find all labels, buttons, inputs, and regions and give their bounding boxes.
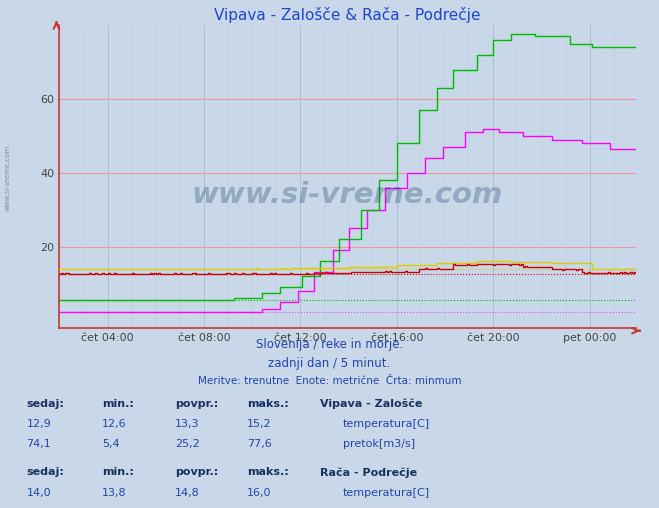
Text: povpr.:: povpr.: bbox=[175, 399, 218, 409]
Text: min.:: min.: bbox=[102, 467, 134, 478]
Text: 77,6: 77,6 bbox=[247, 439, 272, 450]
Text: www.si-vreme.com: www.si-vreme.com bbox=[5, 145, 11, 211]
Text: temperatura[C]: temperatura[C] bbox=[343, 488, 430, 498]
Text: 12,9: 12,9 bbox=[26, 419, 51, 429]
Text: Vipava - Zalošče: Vipava - Zalošče bbox=[320, 399, 422, 409]
Text: 14,8: 14,8 bbox=[175, 488, 200, 498]
Text: maks.:: maks.: bbox=[247, 467, 289, 478]
Text: maks.:: maks.: bbox=[247, 399, 289, 409]
Text: 14,0: 14,0 bbox=[26, 488, 51, 498]
Text: 16,0: 16,0 bbox=[247, 488, 272, 498]
Text: sedaj:: sedaj: bbox=[26, 467, 64, 478]
Text: 5,4: 5,4 bbox=[102, 439, 120, 450]
Text: temperatura[C]: temperatura[C] bbox=[343, 419, 430, 429]
Text: Slovenija / reke in morje.: Slovenija / reke in morje. bbox=[256, 338, 403, 351]
Text: zadnji dan / 5 minut.: zadnji dan / 5 minut. bbox=[268, 357, 391, 370]
Text: www.si-vreme.com: www.si-vreme.com bbox=[192, 181, 503, 209]
Text: sedaj:: sedaj: bbox=[26, 399, 64, 409]
Text: 74,1: 74,1 bbox=[26, 439, 51, 450]
Text: 13,3: 13,3 bbox=[175, 419, 199, 429]
Title: Vipava - Zalošče & Rača - Podrečje: Vipava - Zalošče & Rača - Podrečje bbox=[214, 7, 481, 23]
Text: Rača - Podrečje: Rača - Podrečje bbox=[320, 467, 416, 478]
Text: 25,2: 25,2 bbox=[175, 439, 200, 450]
Text: pretok[m3/s]: pretok[m3/s] bbox=[343, 439, 415, 450]
Text: povpr.:: povpr.: bbox=[175, 467, 218, 478]
Text: 12,6: 12,6 bbox=[102, 419, 127, 429]
Text: 15,2: 15,2 bbox=[247, 419, 272, 429]
Text: 13,8: 13,8 bbox=[102, 488, 127, 498]
Text: Meritve: trenutne  Enote: metrične  Črta: minmum: Meritve: trenutne Enote: metrične Črta: … bbox=[198, 376, 461, 387]
Text: min.:: min.: bbox=[102, 399, 134, 409]
